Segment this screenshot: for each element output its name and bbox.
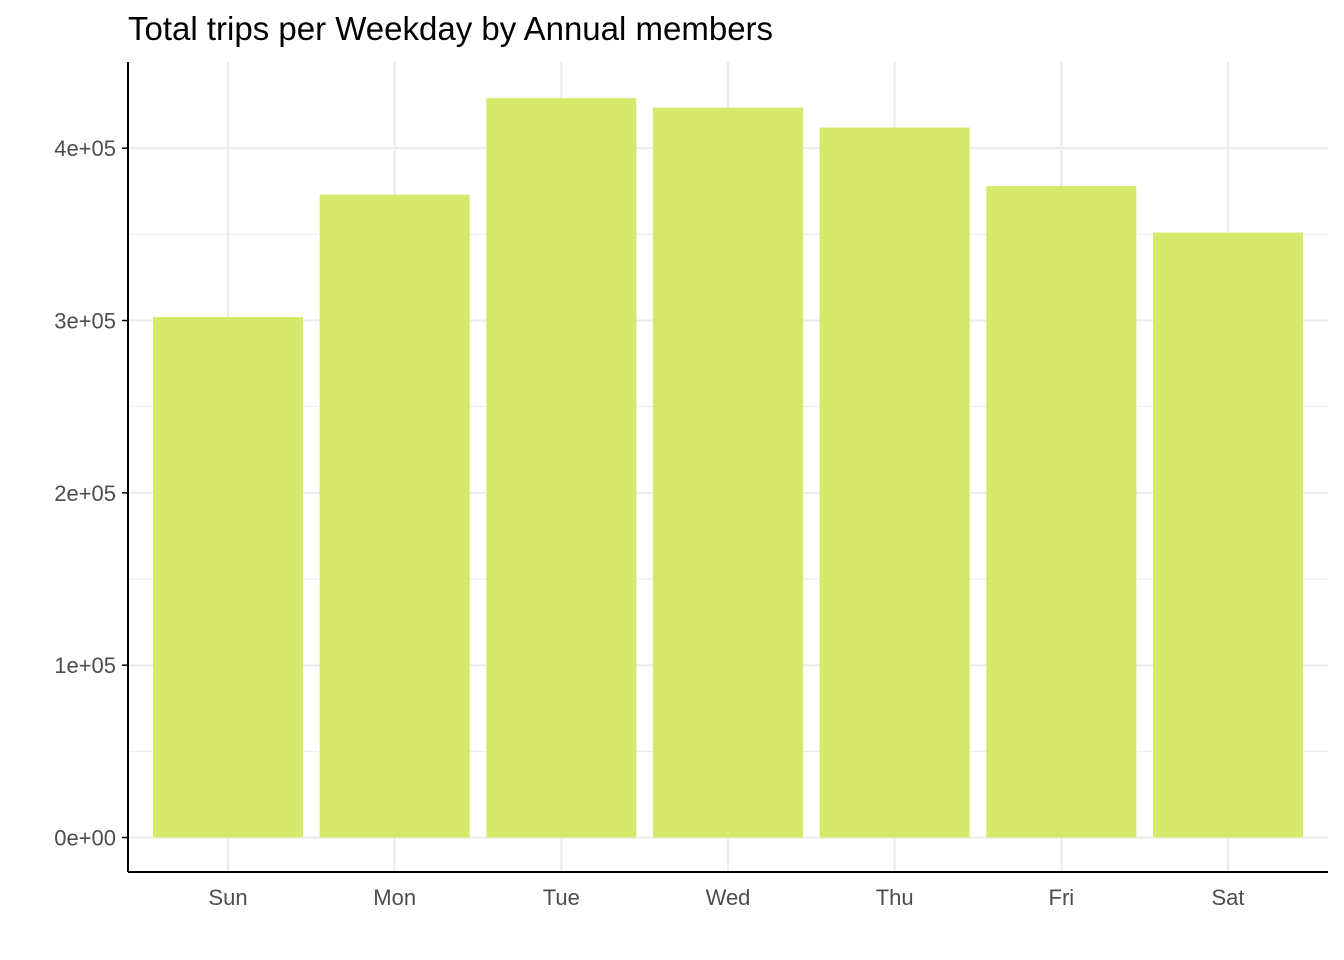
y-tick-label: 4e+05 [54, 136, 116, 161]
axes [122, 62, 1328, 873]
bar-sat [1153, 232, 1303, 838]
y-tick-label: 1e+05 [54, 653, 116, 678]
tick-labels: 0e+00 1e+05 2e+05 3e+05 4e+05 Sun Mon Tue Wed Thu… [54, 136, 1244, 910]
x-tick-label-mon: Mon [373, 885, 416, 910]
y-tick-label: 0e+00 [54, 826, 116, 851]
x-tick-label-thu: Thu [876, 885, 914, 910]
bars [153, 98, 1303, 838]
chart-title: Total trips per Weekday by Annual member… [128, 10, 774, 47]
x-tick-label-sun: Sun [208, 885, 247, 910]
bar-thu [819, 127, 970, 838]
bar-fri [986, 186, 1137, 838]
x-tick-label-fri: Fri [1049, 885, 1075, 910]
bar-wed [653, 107, 803, 838]
bar-tue [486, 98, 637, 838]
y-tick-label: 2e+05 [54, 481, 116, 506]
x-tick-label-tue: Tue [543, 885, 580, 910]
bar-mon [319, 194, 470, 838]
bar-sun [153, 317, 303, 838]
x-tick-label-sat: Sat [1211, 885, 1244, 910]
x-tick-label-wed: Wed [706, 885, 751, 910]
y-tick-label: 3e+05 [54, 309, 116, 334]
